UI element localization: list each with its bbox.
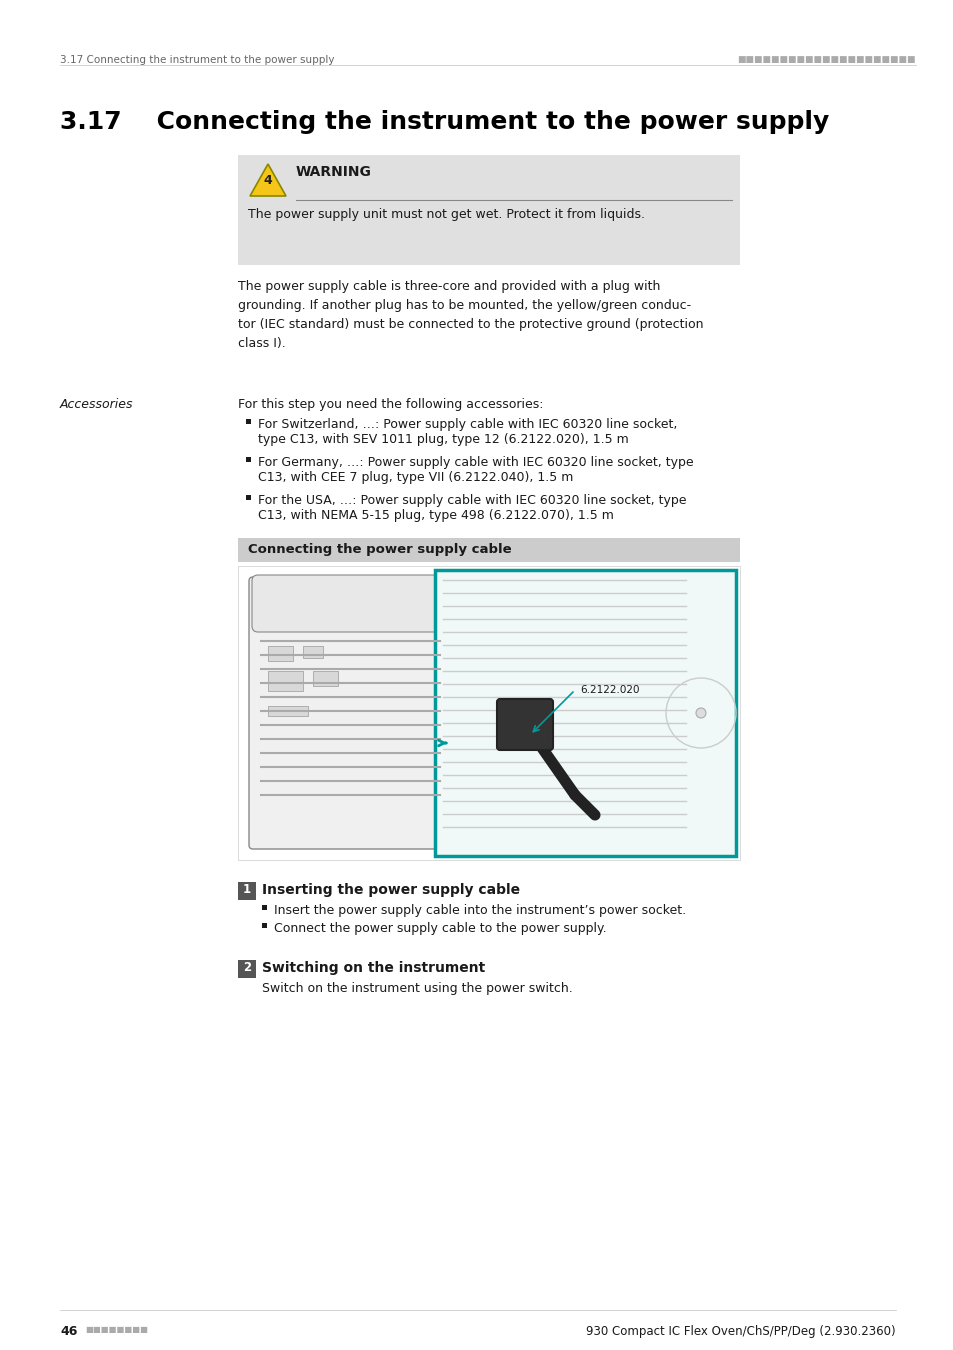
Text: 930 Compact IC Flex Oven/ChS/PP/Deg (2.930.2360): 930 Compact IC Flex Oven/ChS/PP/Deg (2.9… (586, 1324, 895, 1338)
Text: 3.17    Connecting the instrument to the power supply: 3.17 Connecting the instrument to the po… (60, 109, 828, 134)
Text: Insert the power supply cable into the instrument’s power socket.: Insert the power supply cable into the i… (274, 904, 685, 917)
Text: 6.2122.020: 6.2122.020 (579, 684, 639, 695)
Text: Accessories: Accessories (60, 398, 133, 410)
Text: 46: 46 (60, 1324, 77, 1338)
Text: For Switzerland, …: Power supply cable with IEC 60320 line socket,: For Switzerland, …: Power supply cable w… (257, 418, 677, 431)
Text: WARNING: WARNING (295, 165, 372, 180)
Text: Inserting the power supply cable: Inserting the power supply cable (262, 883, 519, 896)
FancyBboxPatch shape (252, 575, 449, 632)
Bar (268, 647, 293, 662)
Text: C13, with CEE 7 plug, type VII (6.2122.040), 1.5 m: C13, with CEE 7 plug, type VII (6.2122.0… (257, 471, 573, 485)
Bar (246, 458, 251, 462)
Bar (246, 418, 251, 424)
Text: 2: 2 (243, 961, 251, 973)
Bar (237, 539, 740, 562)
Text: Switching on the instrument: Switching on the instrument (262, 961, 485, 975)
Bar (313, 671, 337, 686)
Bar (246, 495, 251, 500)
Bar (268, 671, 303, 691)
Bar (268, 706, 308, 716)
FancyBboxPatch shape (497, 699, 553, 751)
FancyBboxPatch shape (249, 576, 452, 849)
Bar (262, 904, 267, 910)
Text: ■■■■■■■■: ■■■■■■■■ (85, 1324, 148, 1334)
Bar (435, 570, 735, 856)
Bar (237, 882, 255, 900)
Text: C13, with NEMA 5-15 plug, type 498 (6.2122.070), 1.5 m: C13, with NEMA 5-15 plug, type 498 (6.21… (257, 509, 613, 522)
Text: Connect the power supply cable to the power supply.: Connect the power supply cable to the po… (274, 922, 606, 936)
Text: ■■■■■■■■■■■■■■■■■■■■■: ■■■■■■■■■■■■■■■■■■■■■ (737, 55, 915, 63)
Text: For this step you need the following accessories:: For this step you need the following acc… (237, 398, 543, 410)
Text: The power supply cable is three-core and provided with a plug with
grounding. If: The power supply cable is three-core and… (237, 279, 702, 350)
Circle shape (696, 707, 705, 718)
Bar (237, 566, 740, 860)
Bar (237, 155, 740, 265)
Text: Connecting the power supply cable: Connecting the power supply cable (248, 543, 511, 556)
Text: For the USA, …: Power supply cable with IEC 60320 line socket, type: For the USA, …: Power supply cable with … (257, 494, 686, 508)
Text: 1: 1 (243, 883, 251, 896)
Bar (237, 960, 255, 977)
Bar (262, 923, 267, 927)
Text: The power supply unit must not get wet. Protect it from liquids.: The power supply unit must not get wet. … (248, 208, 644, 221)
Text: 4: 4 (263, 174, 273, 186)
Bar (303, 647, 323, 657)
Text: Switch on the instrument using the power switch.: Switch on the instrument using the power… (262, 981, 572, 995)
Text: For Germany, …: Power supply cable with IEC 60320 line socket, type: For Germany, …: Power supply cable with … (257, 456, 693, 468)
Polygon shape (250, 163, 286, 196)
Text: 3.17 Connecting the instrument to the power supply: 3.17 Connecting the instrument to the po… (60, 55, 335, 65)
Text: type C13, with SEV 1011 plug, type 12 (6.2122.020), 1.5 m: type C13, with SEV 1011 plug, type 12 (6… (257, 433, 628, 446)
